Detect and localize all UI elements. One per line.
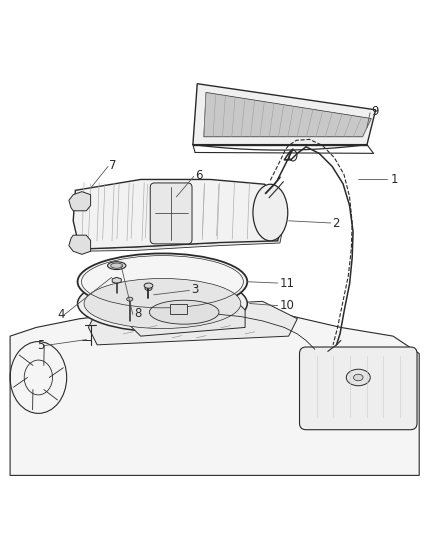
Polygon shape bbox=[204, 92, 371, 137]
Text: 5: 5 bbox=[37, 339, 44, 352]
Ellipse shape bbox=[111, 263, 123, 268]
Text: 10: 10 bbox=[280, 299, 295, 312]
Polygon shape bbox=[112, 277, 121, 284]
Polygon shape bbox=[69, 235, 91, 254]
Polygon shape bbox=[75, 221, 284, 251]
Text: 6: 6 bbox=[195, 168, 202, 182]
Ellipse shape bbox=[149, 300, 219, 324]
Ellipse shape bbox=[108, 262, 126, 270]
Polygon shape bbox=[69, 192, 91, 211]
Ellipse shape bbox=[353, 374, 363, 381]
FancyBboxPatch shape bbox=[300, 347, 417, 430]
Ellipse shape bbox=[84, 278, 241, 328]
Text: 3: 3 bbox=[191, 282, 198, 296]
Ellipse shape bbox=[127, 297, 133, 301]
Ellipse shape bbox=[144, 283, 153, 288]
Polygon shape bbox=[193, 84, 376, 144]
Text: 4: 4 bbox=[57, 308, 64, 321]
FancyBboxPatch shape bbox=[170, 304, 187, 314]
Text: 9: 9 bbox=[371, 106, 379, 118]
Polygon shape bbox=[10, 305, 419, 475]
Ellipse shape bbox=[145, 286, 152, 290]
Text: 8: 8 bbox=[134, 307, 141, 320]
Ellipse shape bbox=[78, 275, 247, 332]
FancyBboxPatch shape bbox=[150, 183, 192, 244]
Polygon shape bbox=[73, 180, 284, 249]
Text: 2: 2 bbox=[332, 217, 339, 230]
Text: 1: 1 bbox=[391, 173, 399, 186]
Text: 7: 7 bbox=[110, 159, 117, 172]
Polygon shape bbox=[88, 301, 297, 345]
Ellipse shape bbox=[78, 254, 247, 310]
Ellipse shape bbox=[346, 369, 370, 386]
Polygon shape bbox=[123, 293, 245, 336]
Ellipse shape bbox=[253, 184, 288, 241]
Text: 11: 11 bbox=[280, 277, 295, 289]
